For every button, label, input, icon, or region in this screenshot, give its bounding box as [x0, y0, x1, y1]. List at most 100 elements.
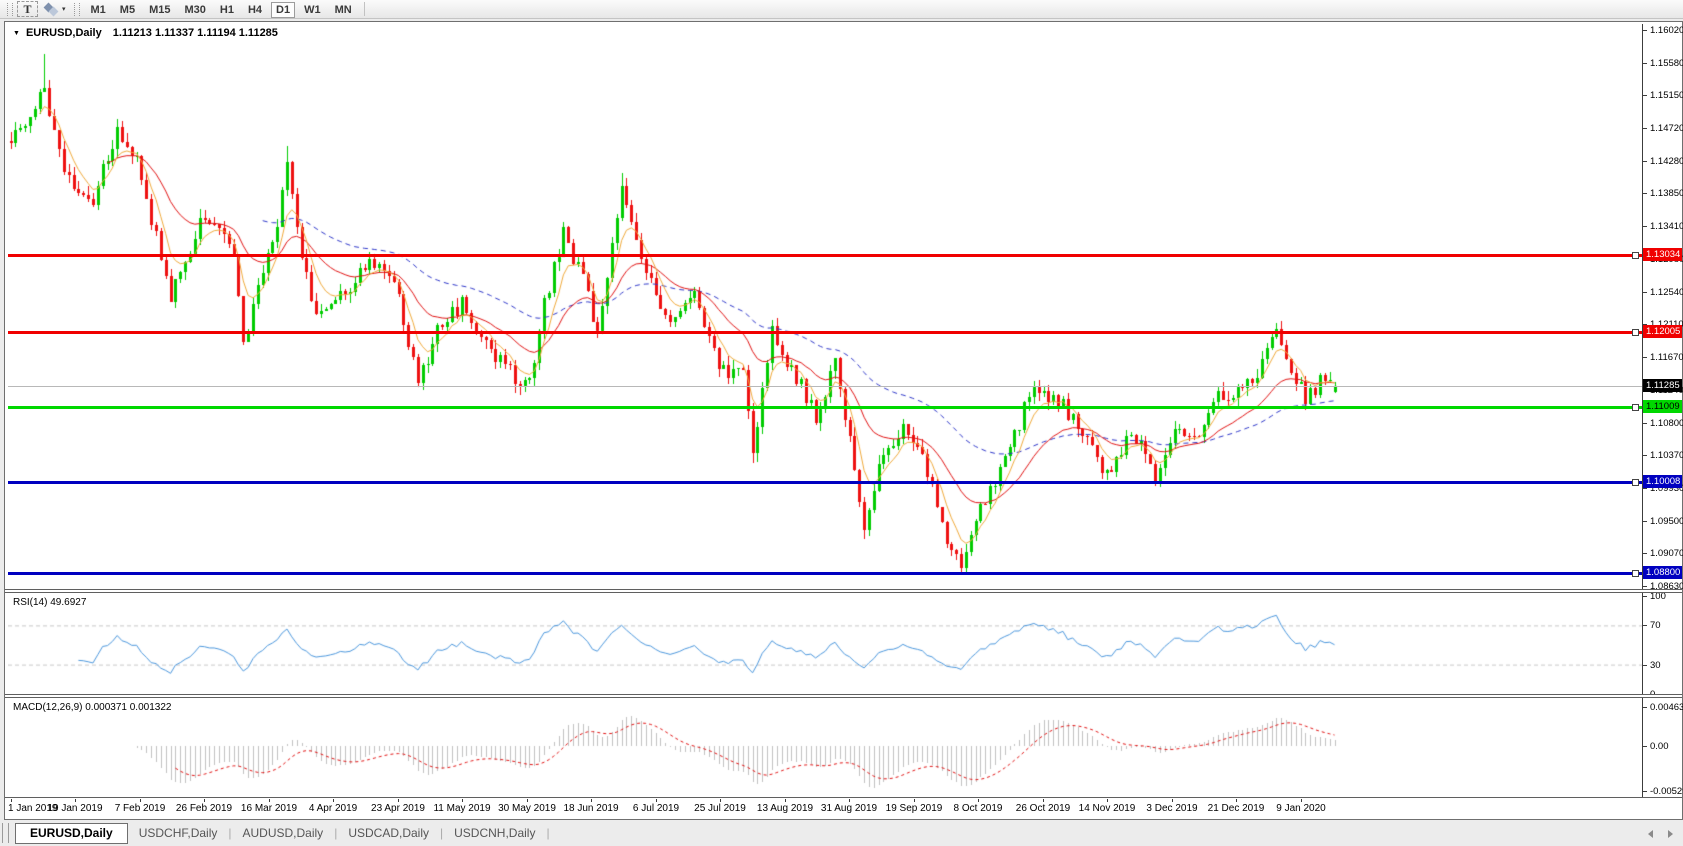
- current-price-line: [8, 386, 1642, 387]
- dropdown-caret-icon: ▾: [62, 6, 66, 13]
- date-label: 9 Jan 2020: [1276, 803, 1326, 814]
- price-axis-border: [1642, 24, 1643, 799]
- tab-scroll-left-button[interactable]: [1648, 830, 1653, 838]
- date-label: 26 Oct 2019: [1015, 803, 1071, 814]
- horizontal-level-line[interactable]: [8, 572, 1642, 575]
- panel-divider[interactable]: [5, 694, 1682, 698]
- timeframe-button-d1[interactable]: D1: [271, 2, 296, 18]
- date-tick-mark: [656, 799, 657, 802]
- date-tick-mark: [75, 799, 76, 802]
- price-tick-label: 1.16020: [1650, 25, 1683, 36]
- timeframe-button-m30[interactable]: M30: [179, 2, 210, 18]
- panel-divider[interactable]: [5, 589, 1682, 593]
- price-tick-mark: [1643, 553, 1647, 554]
- level-handle[interactable]: [1632, 329, 1639, 336]
- toolbar-grip-icon[interactable]: [7, 2, 13, 16]
- price-tick-label: 1.12540: [1650, 287, 1683, 298]
- rsi-axis-tick: [1643, 665, 1647, 666]
- rsi-axis-tick: [1643, 596, 1647, 597]
- chart-title-ohlc: 1.11213 1.11337 1.11194 1.11285: [112, 27, 278, 39]
- toolbar-separator: [363, 2, 365, 16]
- timeframe-button-m5[interactable]: M5: [115, 2, 140, 18]
- price-tick-mark: [1643, 128, 1647, 129]
- date-tick-mark: [1301, 799, 1302, 802]
- date-label: 16 Mar 2019: [240, 803, 298, 814]
- tab-audusd-daily[interactable]: AUDUSD,Daily: [242, 826, 324, 840]
- rsi-axis-label: 30: [1650, 660, 1661, 671]
- tab-scroll-right-button[interactable]: [1668, 830, 1673, 838]
- level-handle[interactable]: [1632, 479, 1639, 486]
- level-handle[interactable]: [1632, 570, 1639, 577]
- rsi-canvas[interactable]: [8, 593, 1642, 694]
- price-tick-label: 1.15150: [1650, 90, 1683, 101]
- level-handle[interactable]: [1632, 252, 1639, 259]
- date-label: 18 Jun 2019: [563, 803, 619, 814]
- price-tick-label: 1.09500: [1650, 516, 1683, 527]
- main-chart-canvas[interactable]: [8, 24, 1642, 589]
- date-label: 7 Feb 2019: [114, 803, 166, 814]
- date-tick-mark: [720, 799, 721, 802]
- price-level-badge: 1.13034: [1643, 248, 1682, 261]
- tab-usdcnh-daily[interactable]: USDCNH,Daily: [454, 826, 536, 840]
- toolbar-grip-icon[interactable]: [73, 2, 80, 16]
- chart-title: ▼ EURUSD,Daily 1.11213 1.11337 1.11194 1…: [13, 27, 278, 39]
- price-tick-mark: [1643, 455, 1647, 456]
- date-label: 8 Oct 2019: [953, 803, 1003, 814]
- top-toolbar: T ▾ M1 M5 M15 M30 H1 H4 D1 W1 MN: [0, 0, 1683, 19]
- macd-canvas[interactable]: [8, 698, 1642, 797]
- price-tick-mark: [1643, 586, 1647, 587]
- timeframe-button-mn[interactable]: MN: [330, 2, 357, 18]
- date-label: 19 Jan 2019: [47, 803, 103, 814]
- tab-usdchf-daily[interactable]: USDCHF,Daily: [138, 826, 218, 840]
- current-price-badge: 1.11285: [1643, 379, 1682, 392]
- horizontal-level-line[interactable]: [8, 254, 1642, 257]
- date-tick-mark: [11, 799, 12, 802]
- date-label: 1 Jan 2019: [8, 803, 58, 814]
- text-tool-button[interactable]: T: [17, 1, 38, 17]
- price-level-badge: 1.11009: [1643, 400, 1682, 413]
- price-tick-label: 1.09070: [1650, 548, 1683, 559]
- horizontal-level-line[interactable]: [8, 481, 1642, 484]
- date-label: 14 Nov 2019: [1078, 803, 1136, 814]
- date-label: 19 Sep 2019: [885, 803, 943, 814]
- rsi-axis-label: 70: [1650, 620, 1661, 631]
- arrows-tool-button[interactable]: ▾: [41, 1, 70, 17]
- price-tick-mark: [1643, 423, 1647, 424]
- price-tick-label: 1.09930: [1650, 483, 1683, 494]
- price-tick-mark: [1643, 161, 1647, 162]
- date-tick-mark: [333, 799, 334, 802]
- level-handle[interactable]: [1632, 404, 1639, 411]
- timeframe-button-m1[interactable]: M1: [86, 2, 111, 18]
- price-tick-label: 1.14280: [1650, 156, 1683, 167]
- timeframe-button-h4[interactable]: H4: [243, 2, 267, 18]
- horizontal-level-line[interactable]: [8, 406, 1642, 409]
- macd-axis-tick: [1643, 746, 1647, 747]
- price-tick-mark: [1643, 63, 1647, 64]
- timeframe-button-w1[interactable]: W1: [299, 2, 326, 18]
- chart-title-symbol: EURUSD,Daily: [25, 27, 102, 39]
- chart-window: ▼ EURUSD,Daily 1.11213 1.11337 1.11194 1…: [4, 21, 1683, 820]
- date-tick-mark: [1172, 799, 1173, 802]
- timeframe-button-h1[interactable]: H1: [215, 2, 239, 18]
- date-label: 25 Jul 2019: [694, 803, 746, 814]
- rsi-label: RSI(14) 49.6927: [13, 597, 87, 608]
- date-tick-mark: [914, 799, 915, 802]
- timeframe-button-group: M1 M5 M15 M30 H1 H4 D1 W1 MN: [84, 0, 359, 18]
- date-tick-mark: [527, 799, 528, 802]
- date-tick-mark: [978, 799, 979, 802]
- tab-eurusd-daily[interactable]: EURUSD,Daily: [15, 822, 128, 844]
- tabs-container: EURUSD,Daily USDCHF,Daily | AUDUSD,Daily | US…: [9, 822, 550, 844]
- symbol-dropdown-icon[interactable]: ▼: [13, 29, 20, 37]
- tab-usdcad-daily[interactable]: USDCAD,Daily: [348, 826, 429, 840]
- rsi-axis-label: 100: [1650, 591, 1666, 602]
- date-tick-mark: [398, 799, 399, 802]
- horizontal-level-line[interactable]: [8, 331, 1642, 334]
- timeframe-button-m15[interactable]: M15: [144, 2, 175, 18]
- date-tick-mark: [462, 799, 463, 802]
- price-tick-mark: [1643, 488, 1647, 489]
- price-tick-mark: [1643, 292, 1647, 293]
- price-tick-mark: [1643, 357, 1647, 358]
- date-tick-mark: [204, 799, 205, 802]
- price-level-badge: 1.08800: [1643, 566, 1682, 579]
